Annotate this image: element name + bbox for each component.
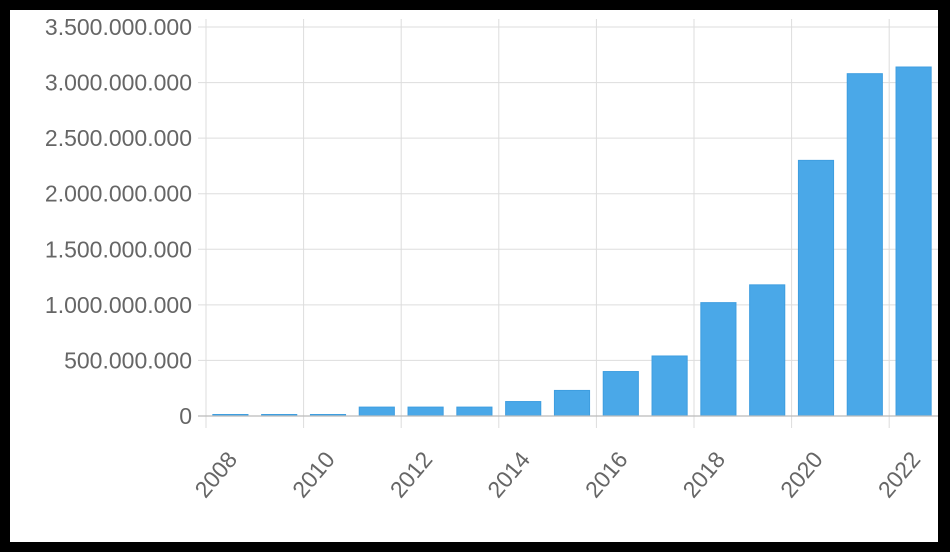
bar-2013	[456, 406, 493, 417]
bar-2018	[700, 302, 737, 417]
bars-layer	[212, 66, 932, 417]
bar-chart: 0 500.000.000 1.000.000.000 1.500.000.000 2.…	[45, 14, 938, 502]
y-tick-label: 500.000.000	[64, 347, 192, 373]
bar-2012	[407, 406, 444, 417]
grid-layer	[198, 19, 938, 428]
x-tick-label: 2020	[775, 447, 828, 503]
bar-2022	[895, 66, 932, 417]
bar-2021	[846, 73, 883, 417]
x-tick-label: 2008	[189, 447, 242, 503]
bar-2020	[797, 159, 835, 417]
x-tick-label: 2018	[677, 447, 730, 503]
x-tick-label: 2010	[287, 447, 340, 503]
y-tick-label: 1.000.000.000	[45, 292, 192, 318]
chart-frame: 0 500.000.000 1.000.000.000 1.500.000.000 2.…	[10, 10, 938, 542]
bar-2011	[358, 406, 395, 417]
y-tick-label: 0	[179, 403, 192, 429]
bar-2015	[553, 389, 591, 417]
y-tick-label: 3.500.000.000	[45, 14, 192, 40]
y-tick-label: 3.000.000.000	[45, 70, 192, 96]
y-tick-label: 2.000.000.000	[45, 181, 192, 207]
y-tick-label: 2.500.000.000	[45, 125, 192, 151]
x-tick-label: 2016	[580, 447, 633, 503]
bar-2016	[602, 371, 639, 417]
bar-2019	[749, 284, 786, 417]
bar-2017	[651, 355, 688, 417]
x-tick-label: 2012	[385, 447, 438, 503]
x-tick-label: 2022	[873, 447, 926, 503]
x-tick-label: 2014	[482, 446, 535, 502]
y-tick-label: 1.500.000.000	[45, 236, 192, 262]
bar-2014	[505, 401, 542, 417]
tick-labels-layer: 0 500.000.000 1.000.000.000 1.500.000.000 2.…	[45, 14, 926, 502]
